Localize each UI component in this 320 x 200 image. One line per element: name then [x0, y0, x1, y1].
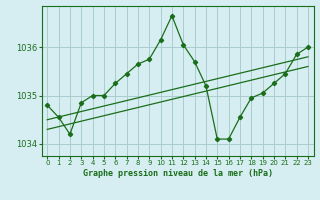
- X-axis label: Graphe pression niveau de la mer (hPa): Graphe pression niveau de la mer (hPa): [83, 169, 273, 178]
